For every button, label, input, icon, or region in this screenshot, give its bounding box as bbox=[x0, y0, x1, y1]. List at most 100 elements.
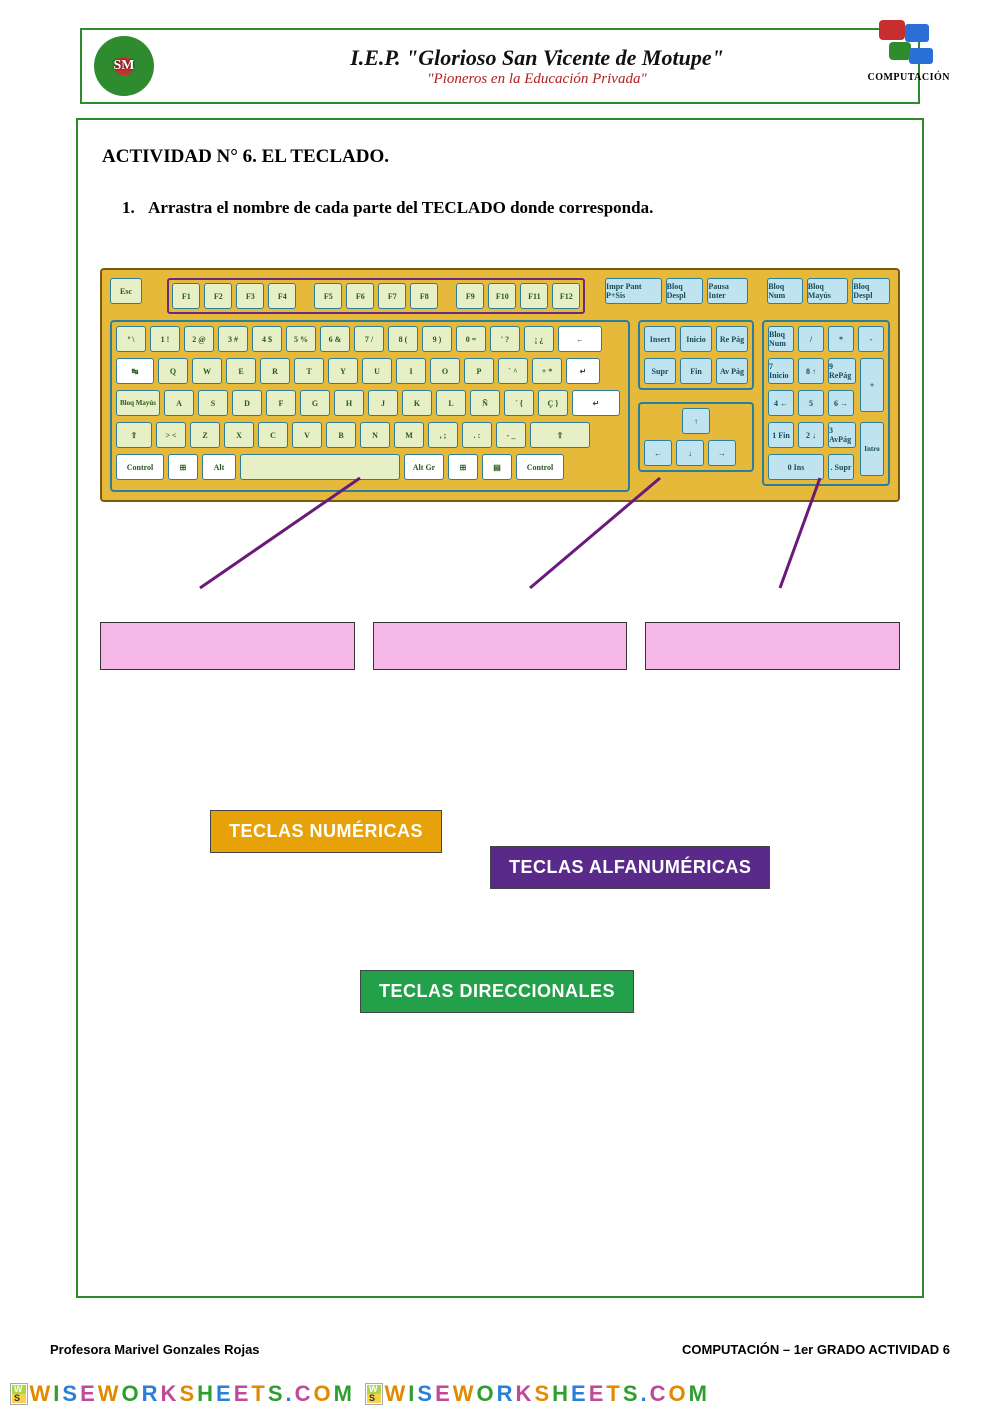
drop-target-2[interactable] bbox=[373, 622, 628, 670]
computer-icon bbox=[879, 20, 939, 70]
function-keys-group: F1F2F3F4F5F6F7F8F9F10F11F12 bbox=[167, 278, 585, 314]
key-arrow-right: → bbox=[708, 440, 736, 466]
teacher-name: Profesora Marivel Gonzales Rojas bbox=[50, 1342, 260, 1357]
watermark-badge-icon: WS bbox=[365, 1383, 383, 1405]
navigation-block: InsertInicioRe Pág SuprFinAv Pág bbox=[638, 320, 754, 390]
activity-title: ACTIVIDAD N° 6. EL TECLADO. bbox=[102, 146, 898, 168]
label-teclas-numericas[interactable]: TECLAS NUMÉRICAS bbox=[210, 810, 442, 853]
key: U bbox=[362, 358, 392, 384]
key: F9 bbox=[456, 283, 484, 309]
key: ¡ ¿ bbox=[524, 326, 554, 352]
key: 2 ↓ bbox=[798, 422, 824, 448]
lock-indicator-group: Bloq NumBloq MayúsBloq Despl bbox=[767, 278, 890, 314]
key: H bbox=[334, 390, 364, 416]
drop-target-3[interactable] bbox=[645, 622, 900, 670]
key-capslock: Bloq Mayús bbox=[116, 390, 160, 416]
numpad-row-4: 1 Fin2 ↓3 AvPág bbox=[768, 422, 856, 448]
key: F1 bbox=[172, 283, 200, 309]
key: Bloq Mayús bbox=[807, 278, 849, 304]
key: 4 $ bbox=[252, 326, 282, 352]
subject-label: COMPUTACIÓN bbox=[867, 72, 950, 83]
label-teclas-alfanumericas[interactable]: TECLAS ALFANUMÉRICAS bbox=[490, 846, 770, 889]
key: 6 & bbox=[320, 326, 350, 352]
key: Impr Pant P+Sis bbox=[605, 278, 662, 304]
instruction-number: 1. bbox=[122, 198, 135, 217]
key: Pausa Inter bbox=[707, 278, 747, 304]
key: 6 → bbox=[828, 390, 854, 416]
key: Z bbox=[190, 422, 220, 448]
key: F10 bbox=[488, 283, 516, 309]
instruction-text: Arrastra el nombre de cada parte del TEC… bbox=[148, 198, 653, 217]
key: F2 bbox=[204, 283, 232, 309]
nav-row-bottom: SuprFinAv Pág bbox=[644, 358, 748, 384]
key: 1 ! bbox=[150, 326, 180, 352]
school-name: I.E.P. "Glorioso San Vicente de Motupe" bbox=[168, 45, 906, 71]
key: 8 ↑ bbox=[798, 358, 824, 384]
print-scroll-pause-group: Impr Pant P+SisBloq DesplPausa Inter bbox=[605, 278, 748, 314]
watermark: WS WISEWORKSHEETS.COM WS WISEWORKSHEETS.… bbox=[0, 1381, 1000, 1407]
key-arrow-up: ↑ bbox=[682, 408, 710, 434]
key: D bbox=[232, 390, 262, 416]
drop-target-1[interactable] bbox=[100, 622, 355, 670]
key: K bbox=[402, 390, 432, 416]
drop-targets bbox=[100, 622, 900, 670]
key: E bbox=[226, 358, 256, 384]
key: > < bbox=[156, 422, 186, 448]
key: 8 ( bbox=[388, 326, 418, 352]
key: G bbox=[300, 390, 330, 416]
qwerty-row: ↹QWERTYUIOP` ^+ *↵ bbox=[116, 358, 624, 384]
key: + * bbox=[532, 358, 562, 384]
key: N bbox=[360, 422, 390, 448]
key: 9 ) bbox=[422, 326, 452, 352]
key: X bbox=[224, 422, 254, 448]
key: L bbox=[436, 390, 466, 416]
asdf-row: Bloq Mayús ASDFGHJKLÑ´ {Ç } ↵ bbox=[116, 390, 624, 416]
key: Control bbox=[516, 454, 564, 480]
key: F8 bbox=[410, 283, 438, 309]
key: C bbox=[258, 422, 288, 448]
key: ↵ bbox=[566, 358, 600, 384]
key: T bbox=[294, 358, 324, 384]
numeric-block: Bloq Num/*- 7 Inicio8 ↑9 RePág 4 ←56 → +… bbox=[762, 320, 890, 486]
label-teclas-direccionales[interactable]: TECLAS DIRECCIONALES bbox=[360, 970, 634, 1013]
key-arrow-left: ← bbox=[644, 440, 672, 466]
page-footer: Profesora Marivel Gonzales Rojas COMPUTA… bbox=[50, 1342, 950, 1357]
key: . : bbox=[462, 422, 492, 448]
key: º \ bbox=[116, 326, 146, 352]
numpad-row-2: 7 Inicio8 ↑9 RePág bbox=[768, 358, 856, 384]
key: 3 AvPág bbox=[828, 422, 856, 448]
key: B bbox=[326, 422, 356, 448]
key: . Supr bbox=[828, 454, 854, 480]
key: Q bbox=[158, 358, 188, 384]
key-arrow-down: ↓ bbox=[676, 440, 704, 466]
key: Fin bbox=[680, 358, 712, 384]
arrow-block: ↑ ← ↓ → bbox=[638, 402, 754, 472]
key: ⊞ bbox=[168, 454, 198, 480]
key: P bbox=[464, 358, 494, 384]
key: ´ { bbox=[504, 390, 534, 416]
key: 5 % bbox=[286, 326, 316, 352]
numpad-row-1: Bloq Num/*- bbox=[768, 326, 884, 352]
key: Ç } bbox=[538, 390, 568, 416]
key-numpad-plus: + bbox=[860, 358, 884, 412]
kb-top-row: Esc F1F2F3F4F5F6F7F8F9F10F11F12 Impr Pan… bbox=[110, 278, 890, 314]
key-enter: ↵ bbox=[572, 390, 620, 416]
key: Insert bbox=[644, 326, 676, 352]
key: Inicio bbox=[680, 326, 712, 352]
key-esc: Esc bbox=[110, 278, 142, 304]
zxcv-row: ⇧ > <ZXCVBNM, ;. :- _ ⇧ bbox=[116, 422, 624, 448]
key-shift-left: ⇧ bbox=[116, 422, 152, 448]
key: F6 bbox=[346, 283, 374, 309]
bottom-row: Control⊞AltAlt Gr⊞▤Control bbox=[116, 454, 624, 480]
header-bar: SM I.E.P. "Glorioso San Vicente de Motup… bbox=[80, 28, 920, 104]
key: 7 Inicio bbox=[768, 358, 794, 384]
key: * bbox=[828, 326, 854, 352]
number-row: º \1 !2 @3 #4 $5 %6 &7 /8 (9 )0 =' ?¡ ¿← bbox=[116, 326, 624, 352]
key: 0 = bbox=[456, 326, 486, 352]
key: Alt Gr bbox=[404, 454, 444, 480]
key: 0 Ins bbox=[768, 454, 824, 480]
key: Bloq Despl bbox=[852, 278, 890, 304]
key: J bbox=[368, 390, 398, 416]
key: Bloq Num bbox=[768, 326, 794, 352]
key: / bbox=[798, 326, 824, 352]
